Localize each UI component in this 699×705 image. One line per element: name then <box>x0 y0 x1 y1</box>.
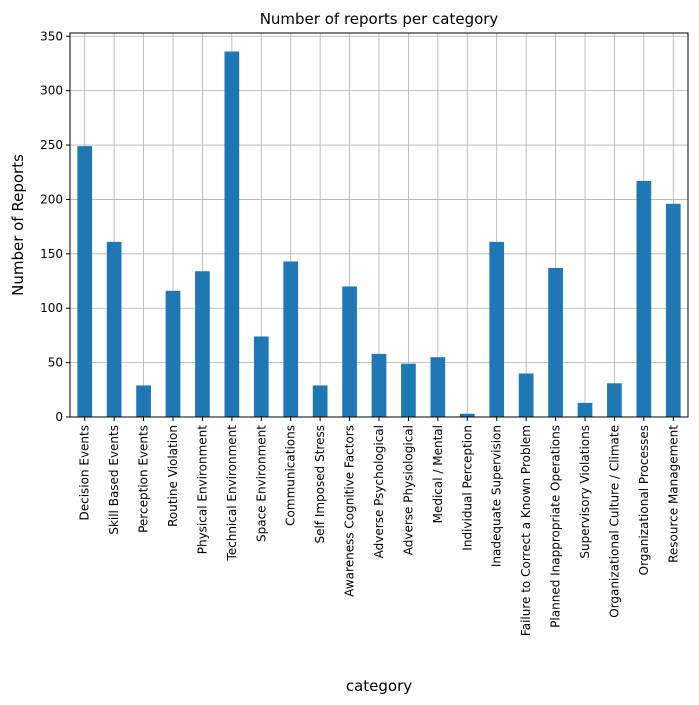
bars <box>77 51 681 417</box>
bar <box>312 385 328 417</box>
bar <box>577 402 593 417</box>
x-tick-label: Space Environment <box>254 425 268 542</box>
x-tick-label: Self Imposed Stress <box>313 425 327 544</box>
bar <box>195 271 210 417</box>
x-tick-label: Adverse Psychological <box>372 425 386 558</box>
bar <box>165 290 181 417</box>
x-tick-label: Adverse Physiological <box>401 425 415 555</box>
bar <box>106 241 122 417</box>
bar <box>430 357 446 417</box>
x-tick-label: Resource Management <box>666 425 680 563</box>
y-tick-label: 0 <box>55 410 63 424</box>
x-tick-label: Organizational Culture / Climate <box>607 425 621 618</box>
y-tick-label: 250 <box>40 138 63 152</box>
chart-title: Number of reports per category <box>260 10 499 28</box>
y-axis-title: Number of Reports <box>9 154 27 296</box>
x-tick-label: Routine Violation <box>166 425 180 527</box>
x-tick-label: Supervisory Violations <box>578 425 592 559</box>
x-tick-label: Failure to Correct a Known Problem <box>519 425 533 636</box>
x-axis-title: category <box>346 677 412 695</box>
y-tick-label: 150 <box>40 247 63 261</box>
bar <box>459 413 475 417</box>
bar <box>253 336 269 417</box>
bar <box>489 241 505 417</box>
bar <box>548 267 563 417</box>
y-tick-label: 50 <box>48 356 63 370</box>
y-tick-label: 100 <box>40 301 63 315</box>
x-tick-label: Communications <box>284 425 298 526</box>
y-tick-label: 350 <box>40 29 63 43</box>
x-tick-label: Technical Environment <box>225 425 239 562</box>
x-tick-label: Awareness Cognitive Factors <box>343 425 357 597</box>
bar <box>665 203 681 417</box>
bar <box>636 180 652 417</box>
bar <box>342 286 357 417</box>
x-tick-label: Planned Inappropriate Operations <box>549 425 563 628</box>
bar <box>401 363 416 417</box>
x-tick-label: Individual Perception <box>460 425 474 551</box>
x-axis: Decision Events Skill Based Events Percept… <box>78 417 680 636</box>
y-axis: 0 50 100 150 200 250 300 350 <box>40 29 70 424</box>
x-tick-label: Skill Based Events <box>107 425 121 535</box>
bar <box>371 353 387 417</box>
y-tick-label: 200 <box>40 192 63 206</box>
x-tick-label: Physical Environment <box>195 425 209 555</box>
x-tick-label: Decision Events <box>78 425 92 521</box>
bar <box>224 51 240 417</box>
bar <box>607 383 622 417</box>
x-tick-label: Organizational Processes <box>637 425 651 575</box>
bar <box>136 385 151 417</box>
bar <box>77 146 93 417</box>
bar <box>283 261 299 417</box>
x-tick-label: Medical / Mental <box>431 425 445 523</box>
x-tick-label: Inadequate Supervision <box>490 425 504 567</box>
y-tick-label: 300 <box>40 84 63 98</box>
bar <box>518 373 534 417</box>
x-tick-label: Perception Events <box>137 425 151 533</box>
